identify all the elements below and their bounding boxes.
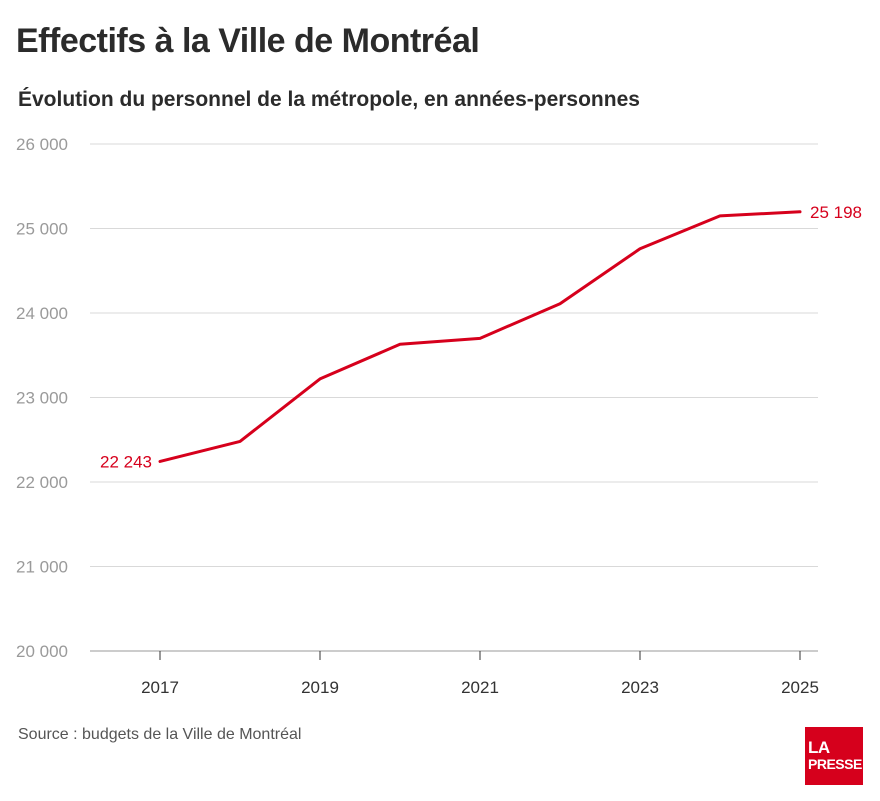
x-tick-label: 2019 bbox=[301, 678, 339, 697]
annotations: 22 243 25 198 bbox=[100, 203, 862, 472]
x-tick-label: 2017 bbox=[141, 678, 179, 697]
series-layer bbox=[158, 210, 802, 463]
x-axis-ticks: 2017 2019 2021 2023 2025 bbox=[141, 651, 819, 697]
logo-line-1: LA bbox=[808, 738, 830, 757]
data-label: 22 243 bbox=[100, 452, 152, 471]
y-tick-label: 25 000 bbox=[16, 220, 68, 239]
data-label: 25 198 bbox=[810, 203, 862, 222]
x-tick-label: 2025 bbox=[781, 678, 819, 697]
logo-line-2: PRESSE bbox=[808, 756, 862, 772]
y-tick-label: 22 000 bbox=[16, 473, 68, 492]
la-presse-logo: LA PRESSE bbox=[805, 727, 863, 785]
y-tick-label: 23 000 bbox=[16, 389, 68, 408]
chart-subtitle: Évolution du personnel de la métropole, … bbox=[18, 88, 640, 111]
y-axis-ticks: 20 000 21 000 22 000 23 000 24 000 25 000 26 0… bbox=[16, 135, 68, 661]
x-tick-label: 2021 bbox=[461, 678, 499, 697]
gridlines bbox=[90, 143, 818, 652]
y-tick-label: 26 000 bbox=[16, 135, 68, 154]
y-tick-label: 20 000 bbox=[16, 642, 68, 661]
source-note: Source : budgets de la Ville de Montréal bbox=[18, 726, 302, 743]
y-tick-label: 24 000 bbox=[16, 304, 68, 323]
series-line bbox=[158, 210, 802, 463]
y-tick-label: 21 000 bbox=[16, 558, 68, 577]
chart-title: Effectifs à la Ville de Montréal bbox=[16, 22, 480, 60]
x-tick-label: 2023 bbox=[621, 678, 659, 697]
line-chart: 20 000 21 000 22 000 23 000 24 000 25 000 26 0… bbox=[16, 135, 862, 697]
